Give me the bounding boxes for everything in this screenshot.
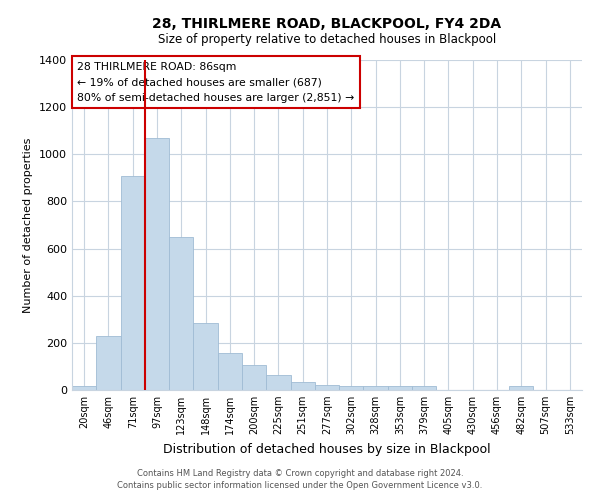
Bar [96,336,121,390]
Bar [364,386,388,390]
Bar [72,386,96,390]
Bar [509,386,533,390]
Text: Contains public sector information licensed under the Open Government Licence v3: Contains public sector information licen… [118,481,482,490]
Bar [169,238,193,390]
Text: Contains HM Land Registry data © Crown copyright and database right 2024.: Contains HM Land Registry data © Crown c… [137,468,463,477]
Bar [218,354,242,390]
X-axis label: Distribution of detached houses by size in Blackpool: Distribution of detached houses by size … [163,442,491,456]
Bar [388,386,412,390]
Text: 28, THIRLMERE ROAD, BLACKPOOL, FY4 2DA: 28, THIRLMERE ROAD, BLACKPOOL, FY4 2DA [152,18,502,32]
Bar [412,386,436,390]
Bar [290,382,315,390]
Bar [339,386,364,390]
Y-axis label: Number of detached properties: Number of detached properties [23,138,34,312]
Bar [121,176,145,390]
Bar [315,386,339,390]
Bar [193,323,218,390]
Text: Size of property relative to detached houses in Blackpool: Size of property relative to detached ho… [158,32,496,46]
Text: 28 THIRLMERE ROAD: 86sqm
← 19% of detached houses are smaller (687)
80% of semi-: 28 THIRLMERE ROAD: 86sqm ← 19% of detach… [77,62,355,103]
Bar [242,365,266,390]
Bar [145,138,169,390]
Bar [266,374,290,390]
